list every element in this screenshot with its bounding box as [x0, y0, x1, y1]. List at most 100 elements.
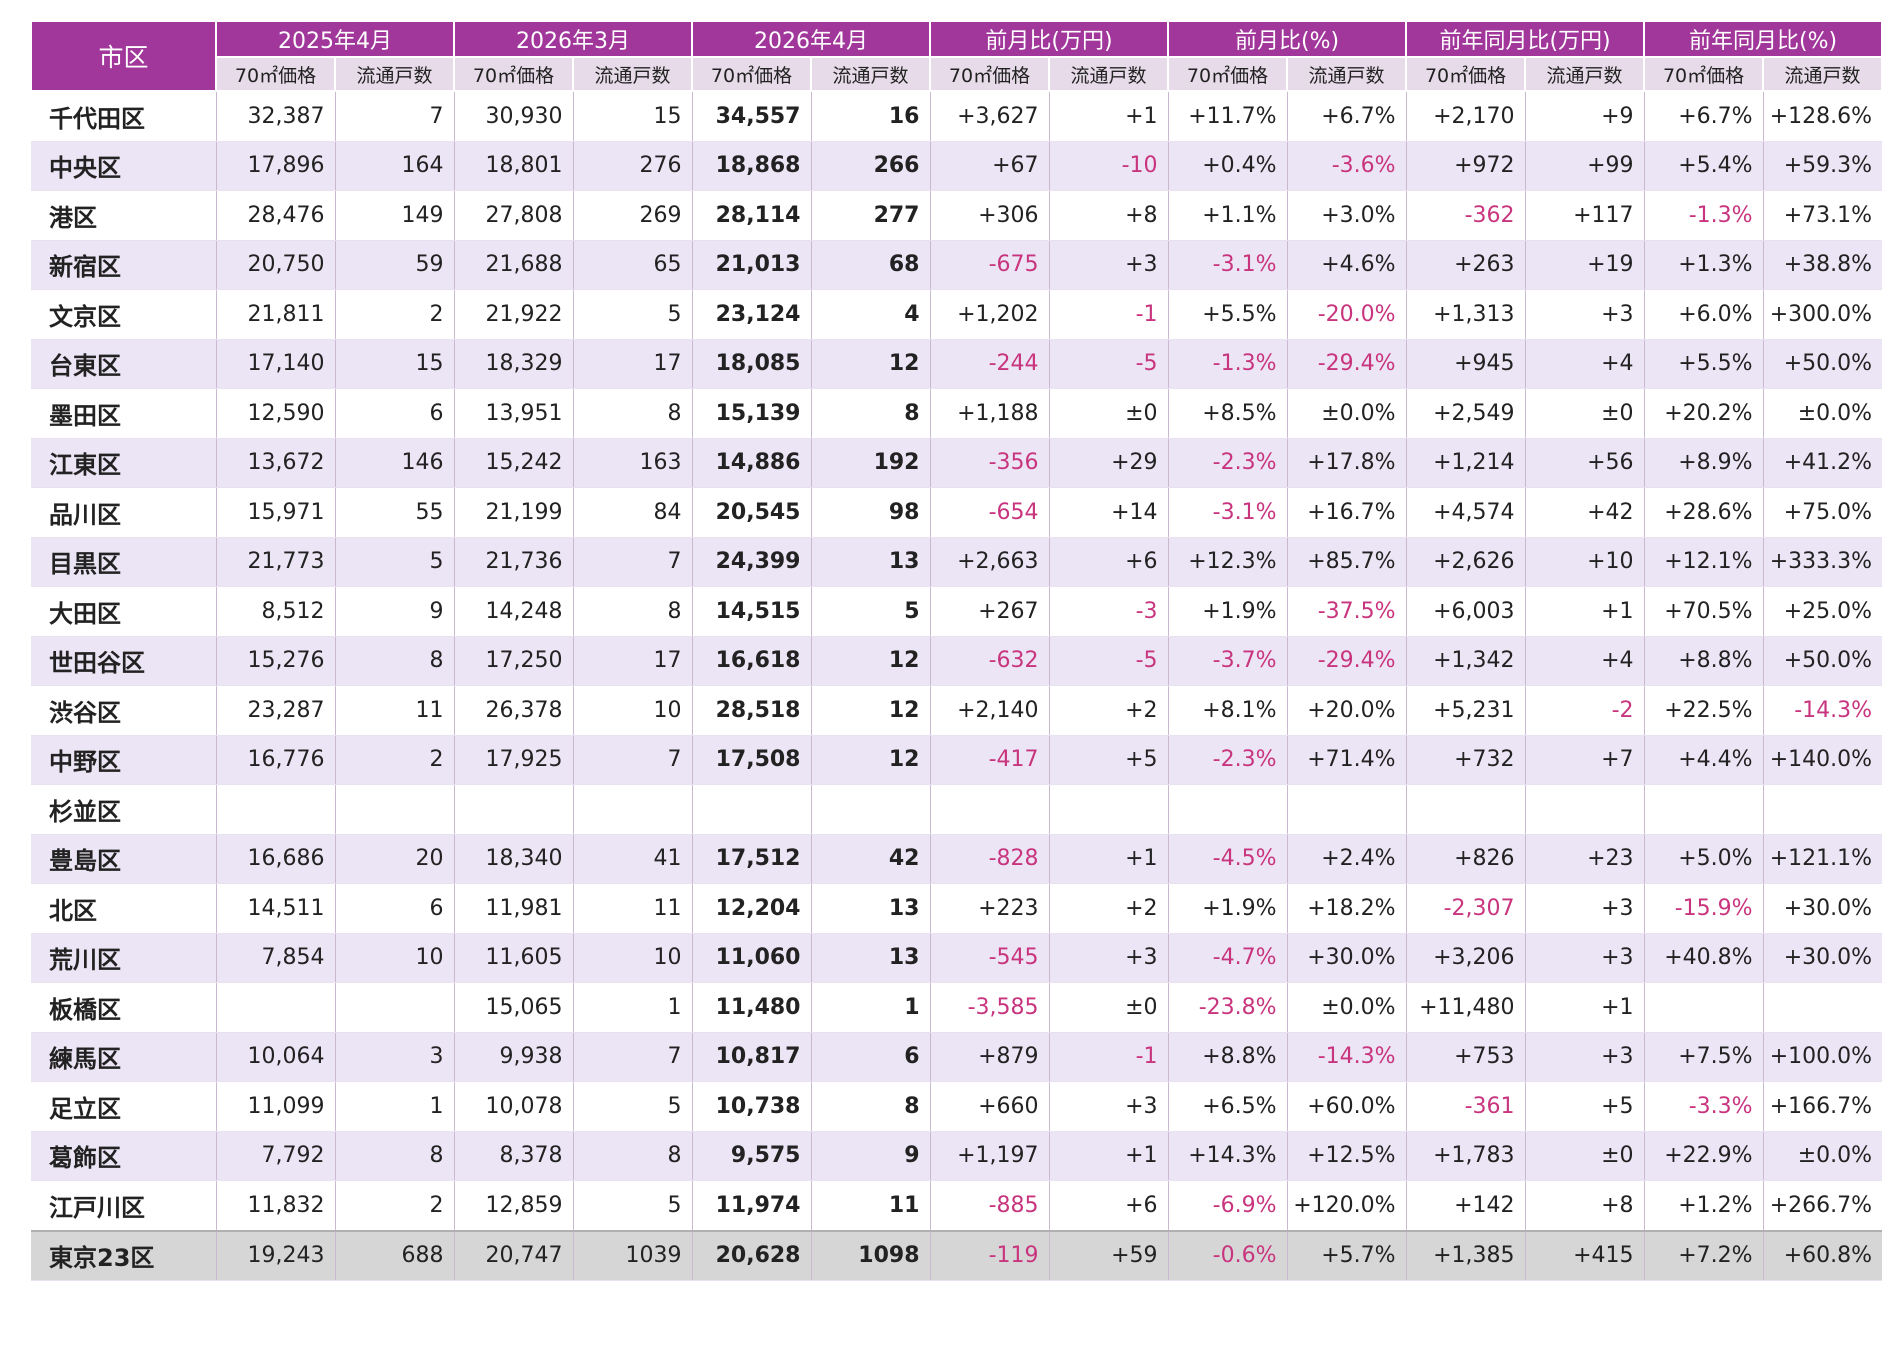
cell-count: 2	[334, 1180, 454, 1231]
cell-count: -5	[1048, 339, 1169, 389]
cell-price: -1.3%	[1167, 339, 1288, 389]
cell-count: 7	[572, 537, 692, 587]
cell-count: 276	[572, 141, 692, 191]
cell-count: 5	[334, 537, 454, 587]
ward-name: 新宿区	[31, 240, 216, 290]
table-body: 千代田区 32,387 7 30,930 15 34,557 16 +3,627 +1 +11.7…	[31, 91, 1883, 1281]
cell-price: +267	[929, 586, 1049, 637]
cell-count: +5	[1524, 1081, 1645, 1132]
cell-count: -14.3%	[1762, 685, 1883, 736]
market-table: 市区 2025年4月 2026年3月 2026年4月 前月比(万円) 前月比(%…	[30, 20, 1884, 1281]
cell-count: +415	[1524, 1229, 1645, 1281]
cell-price: 10,817	[691, 1032, 811, 1082]
cell-price: 17,896	[215, 141, 335, 191]
cell-count	[1762, 784, 1883, 835]
cell-price: 23,287	[215, 685, 335, 736]
cell-count	[572, 784, 692, 835]
cell-count: ±0.0%	[1286, 388, 1407, 439]
cell-count: 13	[810, 933, 930, 983]
cell-price: -3.1%	[1167, 240, 1288, 290]
cell-count: +12.5%	[1286, 1131, 1407, 1181]
cell-price: 13,672	[215, 438, 335, 488]
cell-count: +29	[1048, 438, 1169, 488]
cell-count: +3	[1524, 883, 1645, 934]
cell-count: 5	[810, 586, 930, 637]
cell-price: 18,329	[453, 339, 573, 389]
cell-price: 24,399	[691, 537, 811, 587]
cell-price	[1643, 784, 1764, 835]
cell-price: 12,859	[453, 1180, 573, 1231]
cell-price: 16,618	[691, 636, 811, 686]
cell-count: +3	[1048, 1081, 1169, 1132]
cell-count: 164	[334, 141, 454, 191]
cell-price	[215, 982, 335, 1033]
cell-count: +117	[1524, 190, 1645, 241]
subheader-count: 流通戸数	[334, 56, 455, 92]
cell-price: -545	[929, 933, 1049, 983]
cell-count: 688	[334, 1229, 454, 1281]
cell-count: ±0	[1048, 388, 1169, 439]
cell-price: 21,013	[691, 240, 811, 290]
cell-price: 32,387	[215, 91, 335, 142]
cell-price: -119	[929, 1229, 1049, 1281]
cell-count: 10	[572, 685, 692, 736]
table-header: 市区 2025年4月 2026年3月 2026年4月 前月比(万円) 前月比(%…	[30, 20, 1884, 92]
cell-price: +0.4%	[1167, 141, 1288, 191]
ward-name: 世田谷区	[31, 636, 216, 686]
cell-count: -5	[1048, 636, 1169, 686]
table-row: 葛飾区 7,792 8 8,378 8 9,575 9 +1,197 +1 +14.3% +12.5…	[31, 1131, 1883, 1181]
ward-name: 大田区	[31, 586, 216, 637]
cell-count: +6	[1048, 537, 1169, 587]
cell-price: +2,663	[929, 537, 1049, 587]
cell-count: +30.0%	[1762, 933, 1883, 983]
cell-price: -23.8%	[1167, 982, 1288, 1033]
cell-count: +73.1%	[1762, 190, 1883, 241]
cell-count: 8	[810, 388, 930, 439]
cell-price: 12,204	[691, 883, 811, 934]
cell-count: 5	[572, 1081, 692, 1132]
cell-count: +30.0%	[1286, 933, 1407, 983]
cell-count: +300.0%	[1762, 289, 1883, 340]
cell-count: +140.0%	[1762, 735, 1883, 785]
cell-count: 12	[810, 636, 930, 686]
ward-name: 葛飾区	[31, 1131, 216, 1181]
table-row: 千代田区 32,387 7 30,930 15 34,557 16 +3,627 +1 +11.7…	[31, 91, 1883, 142]
cell-count: +3	[1524, 289, 1645, 340]
cell-count: +16.7%	[1286, 487, 1407, 538]
cell-price: +879	[929, 1032, 1049, 1082]
cell-price: +8.9%	[1643, 438, 1764, 488]
cell-count: -3.6%	[1286, 141, 1407, 191]
cell-count: +3.0%	[1286, 190, 1407, 241]
cell-count: 11	[810, 1180, 930, 1231]
cell-count: +9	[1524, 91, 1645, 142]
cell-count: -37.5%	[1286, 586, 1407, 637]
cell-count: +19	[1524, 240, 1645, 290]
cell-price: +6.0%	[1643, 289, 1764, 340]
cell-count: 1098	[810, 1229, 930, 1281]
cell-count: 7	[572, 735, 692, 785]
cell-count: +2	[1048, 685, 1169, 736]
cell-count: -10	[1048, 141, 1169, 191]
header-group-yoy-yen: 前年同月比(万円)	[1405, 20, 1646, 58]
cell-count: 12	[810, 735, 930, 785]
cell-count: 5	[572, 1180, 692, 1231]
cell-count: +59	[1048, 1229, 1169, 1281]
cell-count: +8	[1048, 190, 1169, 241]
cell-price: +40.8%	[1643, 933, 1764, 983]
cell-count: 8	[334, 636, 454, 686]
cell-count: ±0.0%	[1762, 388, 1883, 439]
subheader-count: 流通戸数	[1047, 56, 1170, 92]
cell-price: +6.5%	[1167, 1081, 1288, 1132]
cell-price: +7.2%	[1643, 1229, 1764, 1281]
cell-count: -14.3%	[1286, 1032, 1407, 1082]
table-row: 足立区 11,099 1 10,078 5 10,738 8 +660 +3 +6.5% +60.0…	[31, 1081, 1883, 1132]
cell-count: ±0	[1048, 982, 1169, 1033]
cell-price: 21,922	[453, 289, 573, 340]
cell-count: +7	[1524, 735, 1645, 785]
cell-price: +12.1%	[1643, 537, 1764, 587]
cell-price: 17,512	[691, 834, 811, 884]
header-group-2025-04: 2025年4月	[215, 20, 455, 58]
cell-count: +2.4%	[1286, 834, 1407, 884]
cell-price: +4,574	[1405, 487, 1526, 538]
market-table-container: 市区 2025年4月 2026年3月 2026年4月 前月比(万円) 前月比(%…	[30, 20, 1884, 1281]
